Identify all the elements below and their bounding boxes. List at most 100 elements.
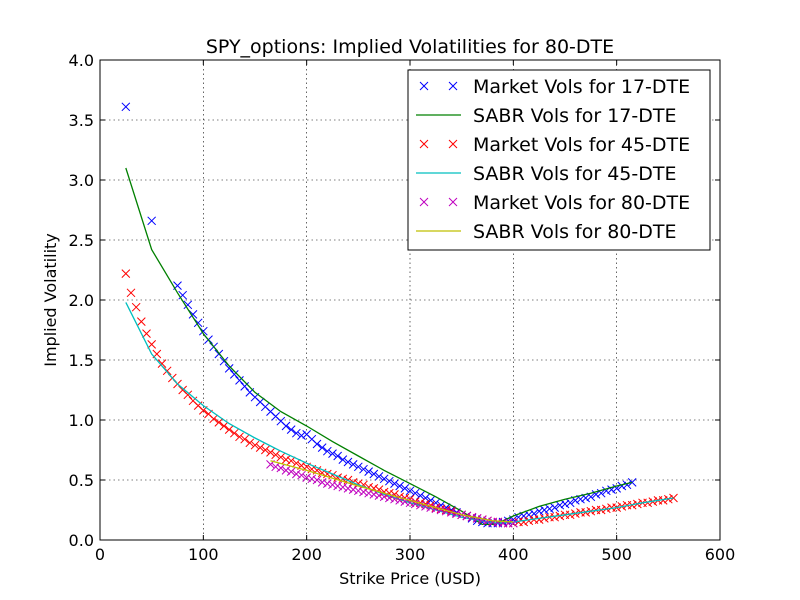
data-point — [271, 450, 281, 460]
x-axis: 0 100 200 300 400 500 600 — [95, 60, 735, 564]
data-point — [436, 505, 446, 515]
data-point — [291, 428, 301, 438]
y-tick-label: 2.0 — [69, 291, 94, 310]
plot-series — [121, 102, 678, 528]
data-point — [276, 452, 286, 462]
data-point — [622, 480, 632, 490]
data-point — [410, 488, 420, 498]
data-point — [534, 506, 544, 516]
data-point — [291, 458, 301, 468]
x-tick-label: 0 — [95, 545, 105, 564]
data-point — [286, 456, 296, 466]
data-point — [390, 479, 399, 488]
data-point — [477, 515, 487, 524]
data-point — [348, 460, 358, 469]
data-point — [643, 498, 653, 508]
data-point — [240, 434, 250, 444]
data-point — [534, 515, 544, 524]
data-point — [183, 300, 193, 310]
data-point — [348, 485, 358, 494]
y-tick-label: 0.5 — [69, 471, 94, 490]
legend-marker — [419, 197, 429, 207]
data-point — [281, 455, 291, 464]
data-point — [286, 467, 296, 476]
data-point — [235, 376, 244, 385]
data-point — [658, 496, 668, 505]
data-point — [550, 512, 560, 522]
data-point — [219, 421, 229, 431]
data-point — [374, 472, 384, 481]
data-point — [395, 481, 405, 491]
data-point — [364, 488, 374, 498]
data-point — [400, 484, 410, 493]
series-1 — [125, 167, 633, 526]
data-point — [591, 490, 601, 499]
data-point — [121, 102, 131, 112]
data-point — [276, 463, 286, 473]
legend-marker — [419, 139, 429, 149]
data-point — [545, 504, 554, 514]
data-point — [503, 516, 513, 526]
data-point — [400, 497, 410, 506]
y-tick-label: 3.5 — [69, 111, 94, 130]
data-point — [126, 288, 136, 298]
y-tick-label: 1.5 — [69, 351, 94, 370]
data-point — [312, 439, 322, 449]
legend-entry: SABR Vols for 80-DTE — [473, 221, 677, 243]
data-point — [353, 486, 363, 496]
data-point — [617, 481, 627, 491]
data-point — [519, 517, 529, 527]
x-tick-label: 100 — [188, 545, 219, 564]
legend-entry: SABR Vols for 17-DTE — [473, 105, 677, 127]
series-5 — [270, 460, 514, 523]
y-axis: 0.0 0.5 1.0 1.5 2.0 2.5 3.0 3.5 4.0 — [69, 51, 720, 550]
data-point — [343, 457, 353, 467]
y-tick-label: 3.0 — [69, 171, 94, 190]
data-point — [136, 317, 146, 326]
data-point — [565, 498, 575, 508]
data-point — [229, 370, 239, 379]
data-point — [493, 517, 503, 527]
legend-marker — [448, 197, 458, 207]
data-point — [338, 455, 348, 464]
data-point — [508, 518, 518, 528]
data-point — [364, 467, 374, 476]
series-line — [125, 167, 633, 526]
data-point — [353, 462, 363, 472]
data-point — [343, 484, 353, 493]
data-point — [359, 464, 368, 474]
data-point — [121, 269, 131, 278]
y-tick-label: 1.0 — [69, 411, 94, 430]
data-point — [539, 505, 549, 515]
data-point — [286, 425, 296, 434]
data-point — [229, 428, 239, 438]
data-point — [539, 514, 549, 523]
data-point — [312, 475, 322, 485]
data-point — [550, 503, 560, 512]
data-point — [369, 469, 379, 479]
data-point — [266, 448, 275, 457]
data-point — [317, 443, 327, 452]
data-point — [271, 462, 281, 472]
legend-entry: SABR Vols for 45-DTE — [473, 163, 677, 185]
data-point — [405, 486, 415, 496]
y-tick-label: 0.0 — [69, 531, 94, 550]
data-point — [214, 418, 224, 427]
data-point — [431, 504, 441, 514]
data-point — [317, 478, 327, 487]
data-point — [322, 446, 332, 456]
data-point — [224, 425, 234, 434]
data-point — [142, 329, 151, 338]
series-line — [270, 460, 514, 523]
x-tick-label: 200 — [291, 545, 322, 564]
data-point — [281, 466, 291, 475]
data-point — [524, 516, 534, 526]
data-point — [415, 491, 425, 500]
data-point — [183, 390, 193, 400]
data-point — [250, 440, 260, 450]
data-point — [157, 359, 167, 368]
data-point — [224, 364, 234, 373]
x-tick-label: 300 — [395, 545, 426, 564]
legend-marker — [419, 81, 429, 91]
